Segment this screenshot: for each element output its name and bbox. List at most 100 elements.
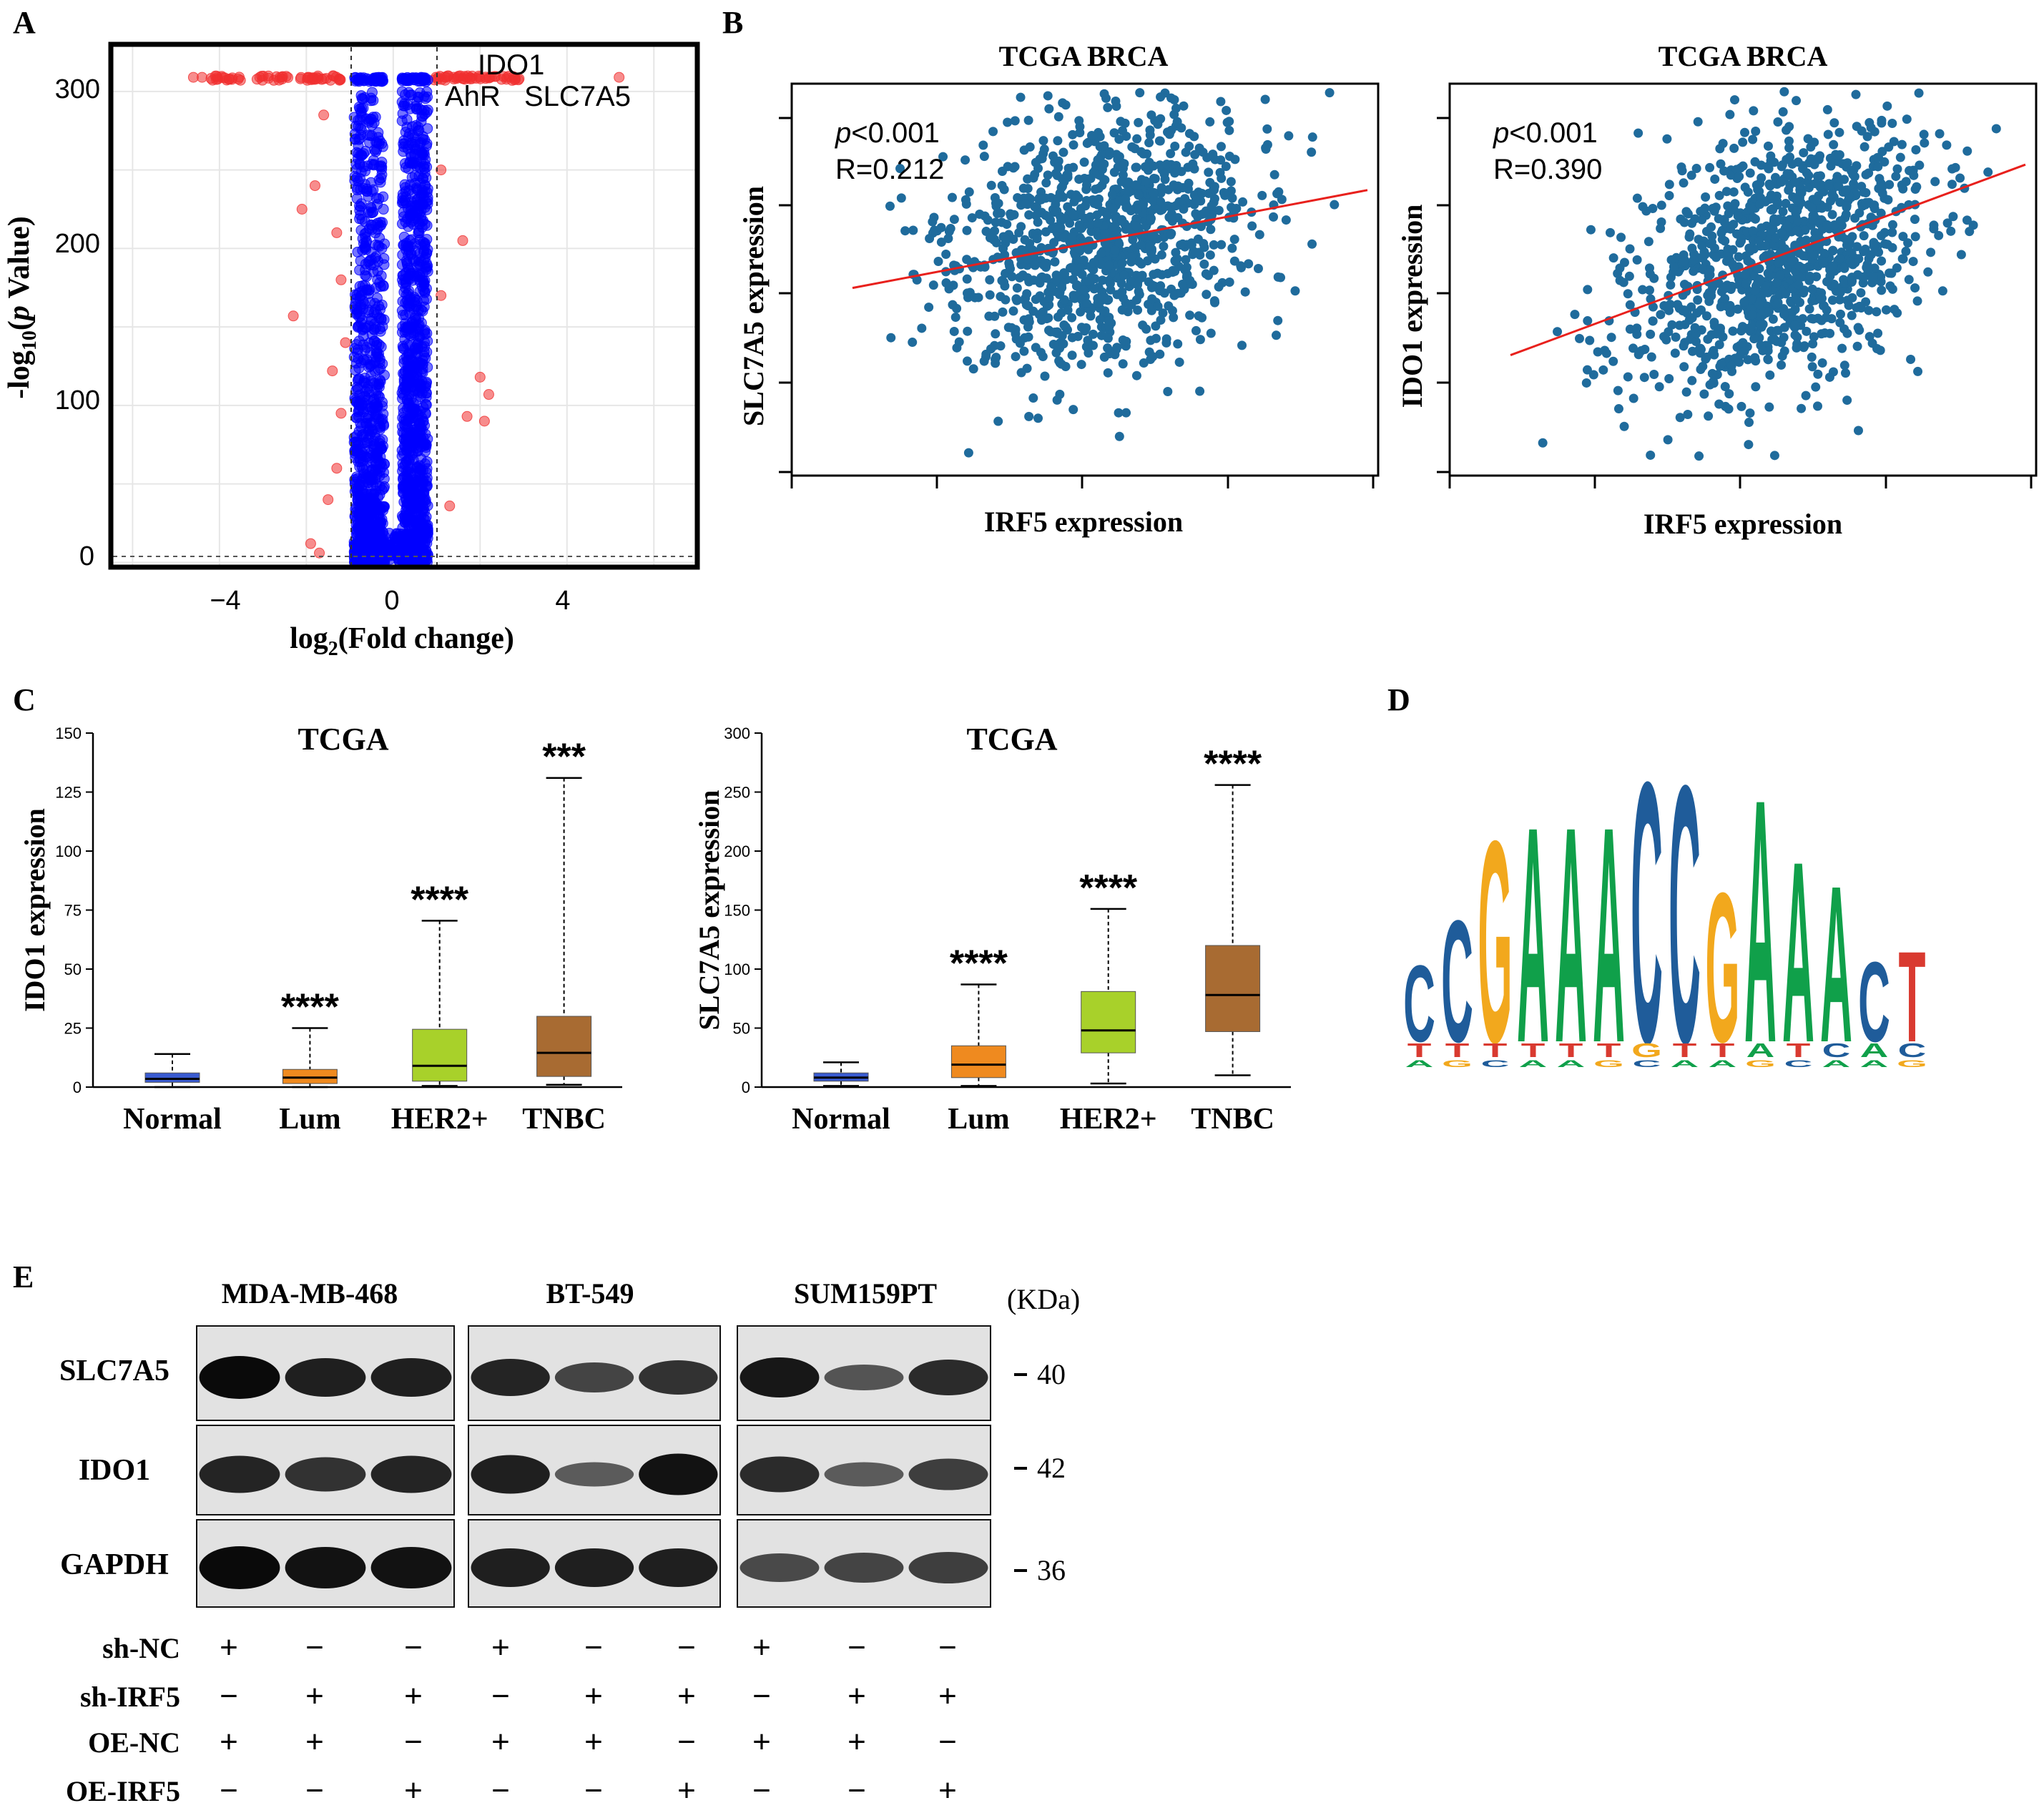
volcano-point bbox=[355, 418, 366, 429]
volcano-point bbox=[331, 463, 343, 474]
scatter-point bbox=[1955, 173, 1965, 183]
scatter-point bbox=[1181, 262, 1191, 272]
scatter-point bbox=[1910, 215, 1920, 225]
scatter-point bbox=[945, 224, 955, 234]
scatter-point bbox=[1811, 382, 1821, 392]
scatter-point bbox=[1053, 162, 1063, 172]
scatter-point bbox=[1216, 142, 1226, 152]
condition-label: OE-NC bbox=[88, 1726, 180, 1759]
scatter-point bbox=[908, 225, 918, 235]
scatter1-points bbox=[885, 88, 1340, 458]
volcano-point bbox=[308, 72, 319, 84]
volcano-point bbox=[374, 135, 385, 147]
gene-label-ido1: IDO1 bbox=[478, 49, 544, 81]
scatter-point bbox=[1141, 176, 1151, 186]
scatter-point bbox=[1016, 92, 1026, 102]
scatter-point bbox=[1598, 365, 1608, 375]
condition-sign: − bbox=[305, 1773, 324, 1808]
scatter-point bbox=[1847, 310, 1857, 320]
scatter-point bbox=[1204, 167, 1214, 177]
scatter-point bbox=[1222, 105, 1232, 115]
scatter-point bbox=[1056, 182, 1066, 192]
condition-sign: − bbox=[584, 1773, 603, 1808]
scatter-point bbox=[949, 326, 959, 336]
scatter-point bbox=[1856, 288, 1866, 298]
scatter-point bbox=[1912, 182, 1922, 192]
scatter-point bbox=[1834, 254, 1844, 264]
scatter-point bbox=[993, 416, 1003, 426]
condition-sign: − bbox=[491, 1773, 510, 1808]
scatter-point bbox=[1096, 249, 1106, 259]
volcano-point bbox=[375, 341, 387, 353]
scatter-point bbox=[1864, 305, 1874, 315]
volcano-point bbox=[397, 74, 408, 85]
scatter-point bbox=[1117, 305, 1127, 315]
volcano-ytick: 100 bbox=[55, 385, 100, 416]
logo-letter-minor: A bbox=[1860, 1058, 1889, 1069]
protein-label: GAPDH bbox=[60, 1548, 169, 1581]
scatter-point bbox=[985, 290, 995, 300]
scatter-point bbox=[1001, 233, 1011, 243]
scatter-point bbox=[1890, 305, 1900, 315]
scatter-point bbox=[997, 180, 1007, 190]
scatter-point bbox=[1020, 235, 1030, 245]
scatter-point bbox=[1829, 139, 1839, 149]
volcano-point bbox=[351, 485, 363, 496]
scatter-point bbox=[1877, 256, 1887, 266]
scatter-point bbox=[1174, 357, 1184, 367]
condition-sign: − bbox=[491, 1679, 510, 1714]
volcano-point bbox=[378, 204, 389, 215]
logo-letter-minor: A bbox=[1405, 1058, 1434, 1069]
scatter-point bbox=[1006, 264, 1016, 274]
blot-band bbox=[908, 1458, 988, 1490]
scatter-point bbox=[1072, 280, 1082, 290]
condition-sign: − bbox=[847, 1630, 866, 1665]
scatter-point bbox=[1781, 289, 1791, 299]
scatter-point bbox=[1008, 306, 1018, 316]
blot-band bbox=[285, 1358, 366, 1397]
blot-band bbox=[639, 1360, 718, 1395]
scatter-point bbox=[1736, 350, 1746, 360]
scatter-point bbox=[1202, 290, 1212, 300]
scatter-point bbox=[1227, 243, 1237, 253]
scatter-point bbox=[1583, 285, 1593, 295]
logo-letter-minor: C bbox=[1481, 1058, 1510, 1069]
scatter-point bbox=[933, 256, 943, 266]
scatter-point bbox=[1745, 168, 1755, 178]
volcano-point bbox=[403, 374, 415, 385]
blot-band bbox=[370, 1455, 452, 1493]
scatter-point bbox=[1729, 143, 1739, 153]
volcano-point bbox=[378, 314, 390, 325]
scatter-point bbox=[928, 217, 938, 227]
scatter-point bbox=[1156, 92, 1166, 102]
logo-letter-minor: A bbox=[1822, 1058, 1851, 1069]
scatter-point bbox=[1755, 200, 1765, 210]
scatter-point bbox=[1937, 286, 1947, 296]
scatter-point bbox=[900, 226, 910, 236]
scatter-point bbox=[1052, 206, 1062, 216]
cell-line-label: MDA-MB-468 bbox=[222, 1277, 398, 1310]
volcano-point bbox=[405, 211, 416, 222]
scatter-point bbox=[1805, 271, 1815, 281]
scatter-point bbox=[1740, 127, 1750, 137]
scatter-point bbox=[1330, 200, 1340, 210]
scatter-point bbox=[1606, 333, 1616, 343]
scatter2-r: R=0.390 bbox=[1493, 154, 1602, 185]
y-tick-label: 250 bbox=[724, 784, 750, 802]
volcano-point bbox=[412, 343, 423, 354]
volcano-point bbox=[262, 70, 274, 82]
scatter-point bbox=[1854, 301, 1864, 311]
volcano-point bbox=[360, 244, 372, 255]
scatter-point bbox=[1050, 257, 1060, 267]
scatter-point bbox=[980, 211, 990, 221]
scatter-point bbox=[1023, 332, 1033, 342]
volcano-point bbox=[478, 416, 490, 427]
scatter-point bbox=[1131, 180, 1141, 190]
protein-label: IDO1 bbox=[79, 1454, 150, 1487]
scatter-point bbox=[1919, 129, 1929, 139]
scatter-point bbox=[1068, 140, 1078, 150]
scatter-point bbox=[1736, 401, 1746, 411]
scatter-point bbox=[1638, 202, 1648, 212]
scatter-point bbox=[1801, 390, 1811, 401]
scatter-point bbox=[936, 237, 946, 247]
